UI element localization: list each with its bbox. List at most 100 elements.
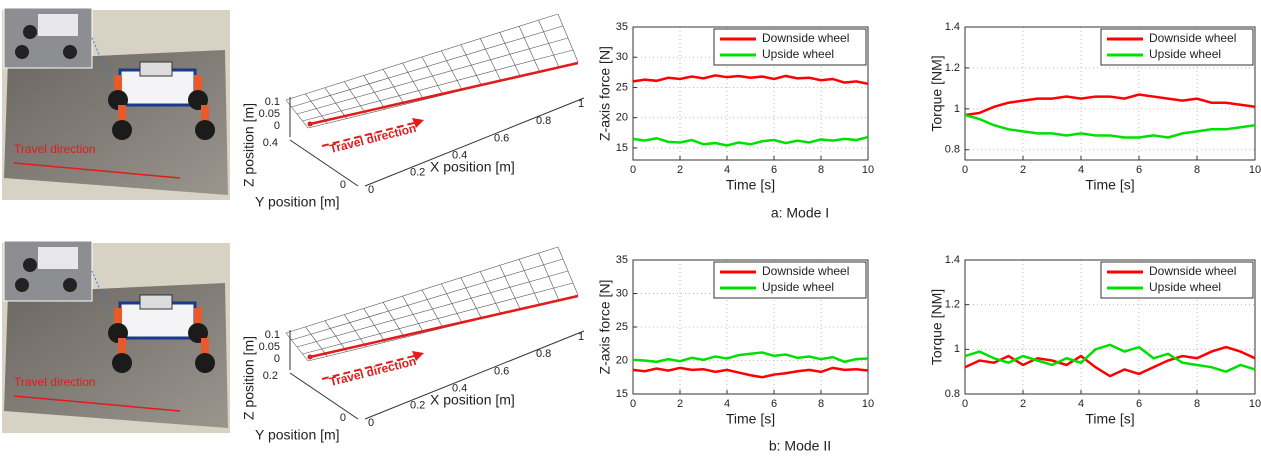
y-tick-label: 1.2 xyxy=(945,62,960,74)
y-axis xyxy=(289,139,359,187)
series-line xyxy=(964,345,1256,378)
y-tick-label: 1.4 xyxy=(945,21,960,33)
x-tick-label: 8 xyxy=(818,164,824,176)
legend-label: Downside wheel xyxy=(762,264,849,278)
legend-label: Downside wheel xyxy=(1149,31,1236,45)
x-tick-label: 0 xyxy=(962,164,968,176)
legend-box xyxy=(713,28,867,66)
axes-frame xyxy=(964,26,1256,161)
x-tick-label: 0.8 xyxy=(536,348,551,360)
y-tick-label: 25 xyxy=(616,81,628,93)
y-axis-label: Z-axis force [N] xyxy=(597,280,613,375)
x-tick-label: 0 xyxy=(630,164,636,176)
travel-arrow xyxy=(13,395,181,412)
robot-leg xyxy=(118,338,126,360)
surface-grid xyxy=(296,270,569,348)
caption: b: Mode II xyxy=(769,438,831,454)
legend-label: Downside wheel xyxy=(1149,264,1236,278)
z-tick-label: 0.1 xyxy=(265,96,280,108)
z-axis-label: Z position [m] xyxy=(241,103,257,187)
y-axis-label: Y position [m] xyxy=(255,194,340,210)
x-tick-label: 4 xyxy=(1078,164,1084,176)
surface-grid xyxy=(296,37,569,115)
robot-leg xyxy=(194,75,202,97)
surface-annotation: Travel direction xyxy=(328,354,417,389)
y-axis-label: Z-axis force [N] xyxy=(597,46,613,141)
y-tick-label: 35 xyxy=(616,254,628,266)
x-tick-label: 0.8 xyxy=(536,115,551,127)
axes-frame xyxy=(964,259,1256,395)
y-axis-label: Torque [NM] xyxy=(929,55,945,131)
x-tick-label: 1 xyxy=(578,98,584,110)
y-tick-label: 15 xyxy=(616,388,628,400)
z-tick-label: 0 xyxy=(274,120,280,132)
robot-wheel xyxy=(195,120,215,140)
arrow-head xyxy=(412,118,424,128)
arrow-head xyxy=(412,351,424,361)
robot-leg xyxy=(118,105,126,127)
inset-wheel xyxy=(23,258,37,272)
x-tick-label: 0 xyxy=(630,398,636,410)
legend-label: Upside wheel xyxy=(1149,280,1221,294)
x-tick-label: 0.2 xyxy=(410,167,425,179)
legend-label: Downside wheel xyxy=(762,31,849,45)
legend-box xyxy=(1100,261,1254,299)
series-line xyxy=(632,351,869,364)
x-tick-label: 6 xyxy=(771,398,777,410)
inset-robot xyxy=(38,14,78,36)
series-line xyxy=(964,113,1256,139)
legend-label: Upside wheel xyxy=(1149,47,1221,61)
z-axis-label: Z position [m] xyxy=(241,336,257,420)
y-tick-label: 35 xyxy=(616,21,628,33)
z-tick-label: 0 xyxy=(274,353,280,365)
x-axis-label: Time [s] xyxy=(1085,177,1134,193)
y-tick-label: 1 xyxy=(954,103,960,115)
y-tick-label: 20 xyxy=(616,354,628,366)
z-tick-label: 0.05 xyxy=(259,341,280,353)
x-tick-label: 10 xyxy=(1249,398,1261,410)
y-tick-label: 0.8 xyxy=(945,144,960,156)
x-tick-label: 4 xyxy=(1078,398,1084,410)
robot-leg xyxy=(114,75,122,97)
robot-wheel xyxy=(195,353,215,373)
x-tick-label: 8 xyxy=(1194,398,1200,410)
y-tick-label: 25 xyxy=(616,321,628,333)
x-tick-label: 10 xyxy=(862,164,874,176)
x-tick-label: 8 xyxy=(818,398,824,410)
x-tick-label: 2 xyxy=(1020,164,1026,176)
legend-label: Upside wheel xyxy=(762,47,834,61)
y-tick-label: 0.4 xyxy=(263,137,278,149)
caption: a: Mode I xyxy=(771,205,829,221)
surface-grid xyxy=(302,49,574,122)
y-axis xyxy=(289,372,359,420)
inset-robot xyxy=(38,247,78,269)
x-tick-label: 10 xyxy=(862,398,874,410)
series-line xyxy=(632,366,869,379)
x-tick-label: 1 xyxy=(578,331,584,343)
direction-arrow xyxy=(321,354,419,380)
inset-wheel xyxy=(23,25,37,39)
photo-label: Travel direction xyxy=(14,375,96,389)
x-tick-label: 0 xyxy=(368,184,374,196)
y-axis-label: Torque [NM] xyxy=(929,289,945,365)
y-tick-label: 15 xyxy=(616,142,628,154)
x-tick-label: 8 xyxy=(1194,164,1200,176)
surface-grid xyxy=(285,13,559,101)
panel: Travel direction Travel direction0.10.050… xyxy=(2,7,829,221)
x-axis xyxy=(364,97,585,187)
legend-box xyxy=(713,261,867,299)
series-line xyxy=(632,135,869,147)
robot-leg xyxy=(201,338,209,360)
x-axis-label: Time [s] xyxy=(1085,411,1134,427)
y-tick-label: 1.2 xyxy=(945,299,960,311)
y-tick-label: 20 xyxy=(616,112,628,124)
y-tick-label: 0.8 xyxy=(945,388,960,400)
legend-box xyxy=(1100,28,1254,66)
x-tick-label: 0 xyxy=(962,398,968,410)
series-line xyxy=(632,74,869,86)
z-tick-label: 0.1 xyxy=(265,329,280,341)
panel: Travel direction Travel direction0.10.050… xyxy=(2,240,831,454)
x-tick-label: 0.6 xyxy=(494,365,509,377)
y-tick-label: 0.2 xyxy=(263,370,278,382)
